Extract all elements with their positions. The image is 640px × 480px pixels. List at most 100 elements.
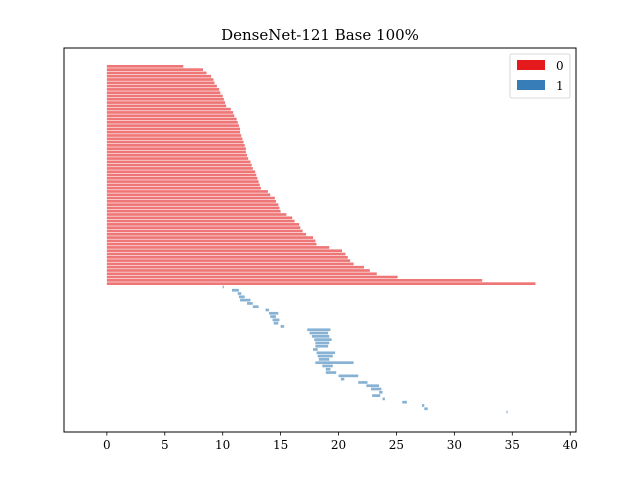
bar-series-0-11 bbox=[106, 101, 226, 104]
bar-series-0-19 bbox=[106, 127, 241, 131]
bar-series-1-7 bbox=[265, 308, 270, 312]
bar-series-1-16 bbox=[314, 338, 332, 341]
bar-series-0-14 bbox=[106, 111, 234, 114]
bar-series-1-33 bbox=[372, 394, 381, 397]
bar-series-0-64 bbox=[106, 275, 398, 279]
bar-series-1-22 bbox=[318, 358, 330, 361]
bar-series-0-38 bbox=[106, 190, 268, 193]
bar-series-0-47 bbox=[106, 219, 295, 223]
bar-series-0-58 bbox=[106, 255, 348, 259]
legend: 01 bbox=[509, 53, 571, 99]
bar-series-0-4 bbox=[106, 78, 214, 81]
bar-series-1-29 bbox=[358, 381, 368, 384]
x-tick-label: 10 bbox=[215, 438, 230, 452]
bar-series-0-25 bbox=[106, 147, 246, 151]
bar-series-0-39 bbox=[106, 193, 271, 197]
bar-series-0-60 bbox=[106, 262, 354, 266]
bar-series-1-20 bbox=[316, 351, 336, 355]
bar-series-0-27 bbox=[106, 153, 248, 157]
bar-series-0-26 bbox=[106, 150, 246, 154]
bar-series-1-19 bbox=[313, 348, 318, 351]
bar-series-0-5 bbox=[106, 81, 215, 85]
axes-frame bbox=[63, 47, 577, 433]
bar-series-0-8 bbox=[106, 91, 221, 95]
bar-series-0-20 bbox=[106, 130, 241, 134]
bar-series-0-43 bbox=[106, 206, 280, 210]
bar-series-0-52 bbox=[106, 236, 314, 239]
bar-series-1-38 bbox=[506, 410, 508, 414]
bar-series-0-22 bbox=[106, 137, 243, 141]
bar-series-0-66 bbox=[106, 282, 536, 285]
bar-series-0-53 bbox=[106, 239, 316, 243]
x-tick-label: 35 bbox=[505, 438, 520, 452]
bar-series-0-10 bbox=[106, 97, 224, 101]
bar-series-1-1 bbox=[231, 288, 239, 292]
bar-series-0-24 bbox=[106, 144, 245, 147]
legend-label-1: 1 bbox=[556, 79, 564, 93]
legend-swatch-1 bbox=[517, 80, 545, 90]
bar-series-0-42 bbox=[106, 203, 279, 206]
bar-series-0-48 bbox=[106, 223, 300, 226]
bar-series-0-35 bbox=[106, 180, 259, 183]
bar-series-0-49 bbox=[106, 226, 301, 230]
bar-series-0-41 bbox=[106, 199, 276, 203]
bar-series-1-17 bbox=[315, 341, 330, 345]
legend-swatch-0 bbox=[517, 60, 545, 70]
x-tick-label: 5 bbox=[161, 438, 169, 452]
bar-series-1-23 bbox=[315, 361, 354, 365]
bar-series-0-59 bbox=[106, 259, 351, 262]
bar-series-0-63 bbox=[106, 272, 377, 276]
bar-series-0-61 bbox=[106, 265, 365, 269]
bar-series-0-50 bbox=[106, 229, 303, 233]
bar-series-0-2 bbox=[106, 71, 207, 75]
bar-series-1-2 bbox=[237, 292, 242, 295]
bar-series-0-40 bbox=[106, 196, 275, 200]
bar-series-1-37 bbox=[424, 407, 428, 411]
bar-series-1-6 bbox=[252, 305, 259, 309]
bar-series-0-31 bbox=[106, 167, 253, 170]
bar-series-0-18 bbox=[106, 124, 239, 127]
bar-series-1-3 bbox=[238, 295, 245, 299]
bar-series-0-21 bbox=[106, 134, 242, 137]
bar-series-0-56 bbox=[106, 249, 343, 253]
bar-series-1-18 bbox=[315, 344, 329, 348]
x-tick-label: 15 bbox=[273, 438, 288, 452]
bar-series-0-13 bbox=[106, 107, 231, 111]
bar-series-0-62 bbox=[106, 269, 370, 272]
x-axis: 0 5 10 15 20 25 30 35 40 bbox=[103, 432, 578, 452]
bar-series-0-45 bbox=[106, 213, 287, 216]
bar-series-0-17 bbox=[106, 120, 238, 124]
bar-series-0-6 bbox=[106, 84, 217, 88]
bar-series-0-12 bbox=[106, 104, 227, 108]
bar-series-0-54 bbox=[106, 242, 317, 246]
bar-series-1-30 bbox=[366, 384, 380, 388]
bar-series-0-34 bbox=[106, 176, 258, 180]
bar-series-0-32 bbox=[106, 170, 256, 174]
x-tick-label: 25 bbox=[389, 438, 404, 452]
bar-series-1-25 bbox=[325, 367, 331, 371]
bar-series-1-24 bbox=[322, 364, 333, 368]
bar-series-1-35 bbox=[402, 400, 407, 404]
bar-series-0-44 bbox=[106, 209, 281, 213]
bar-series-1-13 bbox=[307, 328, 331, 332]
bar-series-0-23 bbox=[106, 140, 244, 144]
bar-series-1-15 bbox=[311, 334, 330, 338]
bar-series-0-33 bbox=[106, 173, 257, 177]
bar-series-0-30 bbox=[106, 163, 252, 167]
plot-area: 0 5 10 15 20 25 30 35 40 bbox=[63, 47, 578, 452]
bar-series-0-7 bbox=[106, 88, 220, 91]
bar-series-1-34 bbox=[382, 397, 385, 401]
x-tick-label: 30 bbox=[447, 438, 462, 452]
bar-series-0-55 bbox=[106, 246, 330, 249]
x-tick-label: 0 bbox=[103, 438, 111, 452]
bar-series-1-26 bbox=[325, 371, 337, 374]
bar-series-0-3 bbox=[106, 74, 212, 78]
bar-series-1-36 bbox=[421, 404, 425, 407]
bar-series-1-21 bbox=[317, 354, 333, 358]
bars-layer bbox=[106, 65, 536, 414]
bar-series-1-4 bbox=[240, 298, 251, 302]
bar-series-0-46 bbox=[106, 216, 293, 220]
x-tick-label: 40 bbox=[563, 438, 578, 452]
bar-series-0-57 bbox=[106, 252, 346, 256]
